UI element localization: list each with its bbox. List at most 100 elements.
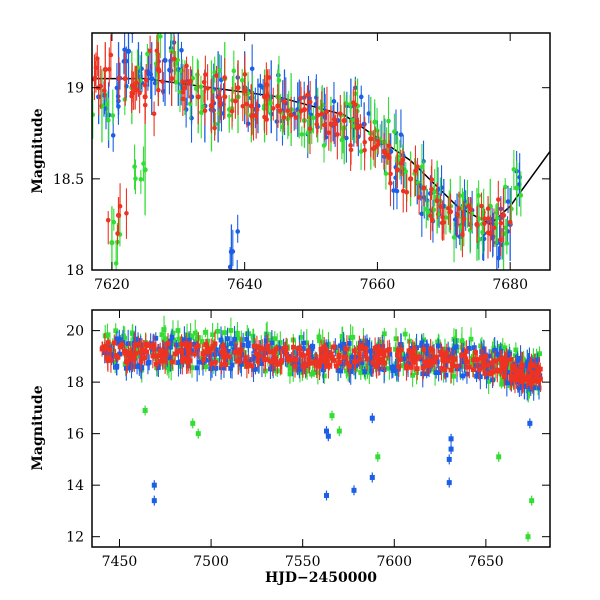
data-point bbox=[483, 354, 489, 359]
bottom-y-axis-title: Magnitude bbox=[30, 385, 46, 470]
data-point bbox=[358, 123, 363, 129]
data-point bbox=[449, 362, 455, 367]
data-point bbox=[132, 355, 137, 361]
data-point bbox=[288, 112, 294, 118]
data-point bbox=[508, 373, 514, 379]
data-point bbox=[176, 336, 182, 342]
data-point bbox=[382, 360, 388, 366]
data-point bbox=[470, 361, 476, 367]
data-point bbox=[508, 356, 514, 362]
data-point bbox=[424, 198, 430, 203]
data-point bbox=[438, 204, 443, 209]
data-point bbox=[138, 350, 143, 356]
data-point bbox=[160, 79, 165, 84]
data-point bbox=[109, 240, 115, 246]
data-point bbox=[221, 347, 227, 352]
data-point bbox=[145, 51, 150, 57]
data-point bbox=[372, 345, 378, 351]
data-point bbox=[156, 68, 162, 74]
data-point bbox=[274, 346, 280, 352]
data-point bbox=[338, 111, 343, 116]
data-point bbox=[464, 359, 470, 365]
data-point bbox=[392, 129, 397, 134]
data-point bbox=[416, 354, 422, 360]
data-point bbox=[401, 356, 407, 362]
data-point bbox=[284, 354, 290, 359]
data-point bbox=[442, 346, 448, 352]
data-point bbox=[324, 348, 330, 354]
data-point bbox=[162, 57, 168, 63]
data-point bbox=[170, 356, 176, 362]
data-point bbox=[366, 367, 372, 373]
bottom-ticks: 7450 7500 7550 7600 7650 12 14 16 18 20 bbox=[66, 310, 550, 570]
data-point bbox=[499, 381, 505, 387]
data-point bbox=[144, 349, 150, 355]
outlier-point bbox=[351, 487, 357, 493]
data-point bbox=[362, 369, 368, 374]
data-point bbox=[240, 342, 246, 348]
data-point bbox=[298, 334, 304, 340]
data-point bbox=[85, 75, 90, 80]
data-point bbox=[156, 87, 161, 93]
data-point bbox=[192, 351, 198, 357]
data-point bbox=[165, 341, 171, 346]
data-point bbox=[297, 346, 302, 352]
data-point bbox=[202, 108, 208, 114]
data-point bbox=[365, 339, 370, 345]
data-point bbox=[268, 94, 274, 100]
data-point bbox=[459, 352, 464, 358]
top-x-tick-label: 7620 bbox=[94, 277, 130, 293]
data-point bbox=[451, 373, 457, 379]
data-point bbox=[311, 370, 317, 375]
data-point bbox=[476, 371, 482, 377]
data-point bbox=[395, 347, 401, 353]
bottom-y-tick-label: 12 bbox=[66, 530, 84, 546]
data-point bbox=[434, 198, 440, 204]
data-point bbox=[300, 352, 306, 358]
data-point bbox=[101, 88, 107, 93]
data-point bbox=[265, 92, 270, 98]
data-point bbox=[514, 373, 519, 379]
data-point bbox=[277, 340, 283, 345]
outlier-point bbox=[323, 492, 329, 498]
data-point bbox=[117, 203, 123, 209]
data-point bbox=[229, 362, 235, 368]
data-point bbox=[372, 119, 378, 125]
data-point bbox=[524, 377, 530, 383]
data-point bbox=[167, 67, 172, 73]
data-point bbox=[411, 359, 417, 365]
data-point bbox=[187, 342, 193, 348]
data-point bbox=[348, 147, 354, 153]
data-point bbox=[293, 349, 298, 355]
data-point bbox=[301, 346, 306, 351]
data-point bbox=[169, 359, 175, 365]
data-point bbox=[439, 366, 444, 372]
data-point bbox=[167, 355, 173, 361]
data-point bbox=[337, 359, 342, 365]
data-point bbox=[319, 102, 325, 108]
data-point bbox=[110, 133, 116, 138]
data-point bbox=[320, 354, 326, 360]
data-point bbox=[525, 387, 531, 393]
data-point bbox=[132, 342, 138, 348]
data-point bbox=[129, 356, 134, 362]
data-point bbox=[207, 352, 213, 357]
data-point bbox=[297, 369, 303, 375]
data-point bbox=[538, 376, 543, 382]
data-point bbox=[404, 363, 409, 369]
data-point bbox=[389, 364, 395, 370]
data-point bbox=[485, 216, 491, 221]
data-point bbox=[169, 75, 175, 82]
data-point bbox=[184, 332, 190, 338]
data-point bbox=[130, 331, 136, 337]
data-point bbox=[341, 354, 347, 360]
data-point bbox=[264, 82, 269, 87]
data-point bbox=[333, 363, 339, 369]
outlier-point bbox=[446, 456, 452, 462]
bottom-x-tick-label: 7500 bbox=[193, 554, 229, 570]
data-point bbox=[116, 340, 122, 346]
data-point bbox=[357, 351, 362, 357]
data-point bbox=[534, 353, 540, 359]
data-point bbox=[221, 365, 227, 371]
data-point bbox=[336, 352, 342, 358]
